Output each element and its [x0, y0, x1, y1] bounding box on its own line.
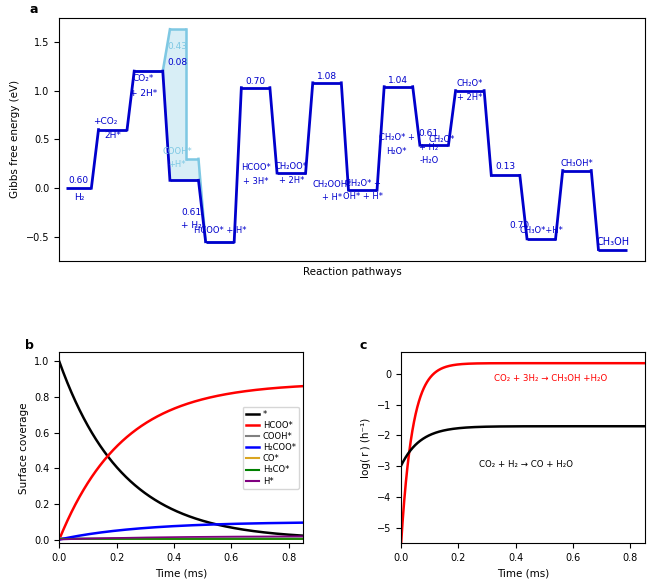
X-axis label: Time (ms): Time (ms) [155, 568, 207, 578]
Text: + 2H*: + 2H* [278, 176, 304, 185]
Text: H₂O*: H₂O* [386, 147, 407, 155]
Text: CH₂OO*: CH₂OO* [275, 162, 308, 171]
Y-axis label: log( r ) (h⁻¹): log( r ) (h⁻¹) [361, 418, 371, 478]
Text: 2H*: 2H* [105, 131, 121, 140]
Text: CH₂O* +: CH₂O* + [379, 133, 415, 142]
Text: CH₃OH: CH₃OH [596, 237, 629, 246]
Text: + H₂: + H₂ [419, 142, 438, 152]
Text: + 2H*: + 2H* [130, 89, 157, 98]
Text: 0.43: 0.43 [167, 42, 187, 51]
Text: a: a [30, 3, 38, 16]
Text: CO₂*: CO₂* [132, 74, 154, 84]
Text: + H₂: + H₂ [181, 221, 202, 230]
Text: + H*: + H* [322, 193, 342, 202]
Text: 1.08: 1.08 [317, 72, 337, 82]
Text: 0.61: 0.61 [418, 129, 439, 138]
Text: CO₂ + 3H₂ → CH₃OH +H₂O: CO₂ + 3H₂ → CH₃OH +H₂O [494, 374, 607, 383]
Text: +H*: +H* [168, 160, 186, 169]
Y-axis label: Gibbs free energy (eV): Gibbs free energy (eV) [11, 80, 20, 199]
Text: 0.08: 0.08 [167, 58, 187, 67]
Text: 0.70: 0.70 [510, 221, 530, 230]
Text: CO₂ + H₂ → CO + H₂O: CO₂ + H₂ → CO + H₂O [479, 460, 573, 469]
Text: CH₂OOH*: CH₂OOH* [313, 180, 352, 189]
Text: 0.13: 0.13 [495, 162, 516, 171]
Text: CH₂O* +: CH₂O* + [345, 179, 381, 187]
X-axis label: Time (ms): Time (ms) [497, 568, 549, 578]
Text: HCOO* + H*: HCOO* + H* [193, 227, 246, 235]
Text: 0.61: 0.61 [182, 208, 201, 217]
Legend: *, HCOO*, COOH*, H₂COO*, CO*, H₃CO*, H*: *, HCOO*, COOH*, H₂COO*, CO*, H₃CO*, H* [243, 406, 299, 489]
Text: CH₂O*: CH₂O* [428, 135, 455, 144]
Text: c: c [359, 339, 367, 352]
Text: H₂: H₂ [74, 193, 84, 202]
Text: b: b [25, 339, 34, 352]
Text: HCOO*: HCOO* [241, 163, 270, 172]
Text: CH₃OH*: CH₃OH* [561, 159, 594, 168]
Text: + 2H*: + 2H* [457, 93, 482, 102]
Text: + 3H*: + 3H* [243, 177, 268, 186]
Text: 1.04: 1.04 [388, 77, 409, 85]
Text: 0.70: 0.70 [245, 77, 266, 86]
Text: CH₃O*+H*: CH₃O*+H* [519, 227, 563, 235]
Text: +CO₂: +CO₂ [93, 117, 118, 126]
Text: COOH*: COOH* [162, 147, 192, 155]
X-axis label: Reaction pathways: Reaction pathways [303, 267, 401, 277]
Text: -H₂O: -H₂O [419, 157, 438, 165]
Y-axis label: Surface coverage: Surface coverage [18, 402, 28, 493]
Text: CH₂O*: CH₂O* [457, 79, 483, 88]
Text: OH* + H*: OH* + H* [343, 192, 383, 201]
Text: 0.60: 0.60 [69, 176, 89, 185]
